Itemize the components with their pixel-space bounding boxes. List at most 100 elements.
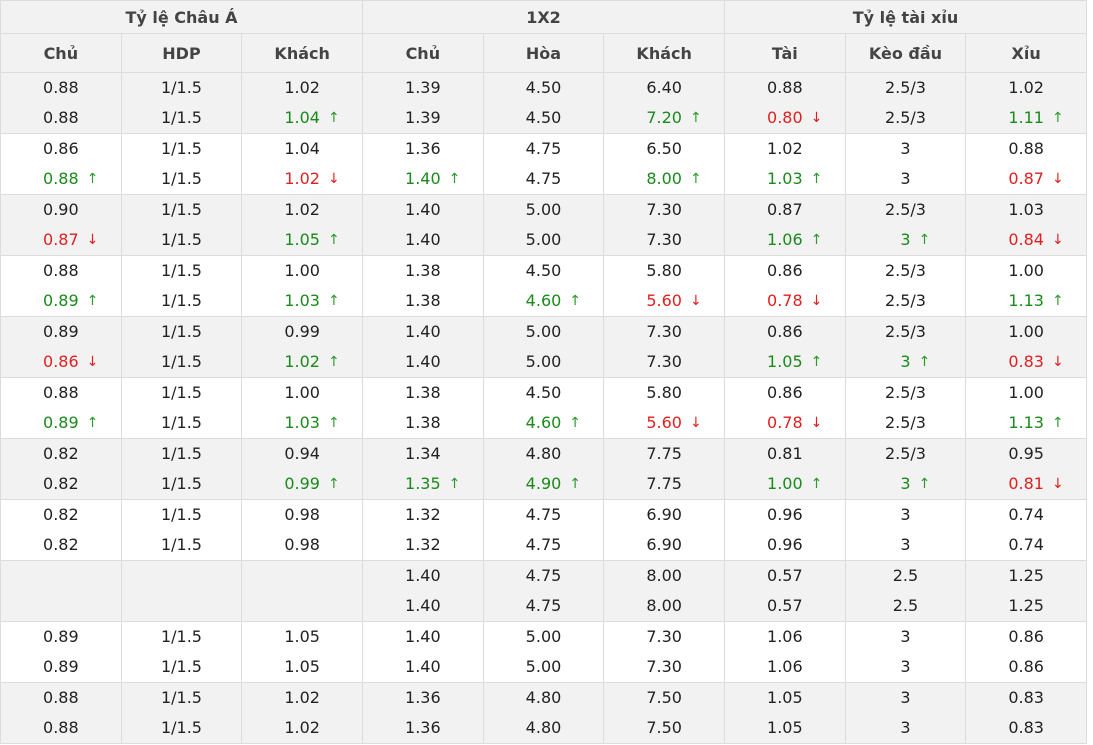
odds-cell: 1.40 1.40	[362, 316, 484, 378]
arrow-up-icon: ↑	[810, 354, 823, 370]
current-odds: 1.06	[725, 652, 844, 682]
odds-value: 1.40	[405, 230, 441, 249]
opening-odds: 7.30	[605, 623, 724, 653]
odds-value: 1/1.5	[160, 291, 202, 310]
opening-odds: 5.00	[484, 318, 603, 348]
current-odds: 4.60 ↑	[484, 286, 603, 316]
odds-cell: 0.90 0.87 ↓	[0, 194, 122, 256]
current-odds: 1/1.5	[122, 286, 241, 316]
current-odds: 8.00	[605, 591, 724, 621]
current-odds: 3	[846, 652, 965, 682]
odds-cell: 1.02 1.04 ↑	[241, 72, 363, 134]
odds-value: 2.5/3	[884, 200, 926, 219]
odds-cell: 1.02 1.11 ↑	[965, 72, 1087, 134]
odds-value: 0.88	[1008, 139, 1044, 158]
odds-cell: 1/1.5 1/1.5	[120, 438, 243, 500]
odds-value: 1/1.5	[160, 444, 202, 463]
odds-cell: 0.88 0.87 ↓	[965, 133, 1087, 195]
odds-value: 1/1.5	[160, 169, 202, 188]
odds-value: 2.5/3	[884, 322, 926, 341]
arrow-up-icon: ↑	[810, 171, 823, 187]
odds-cell: 1/1.5 1/1.5	[120, 621, 243, 683]
odds-value: 1.02	[284, 169, 320, 188]
odds-cell: 6.40 7.20 ↑	[603, 72, 725, 134]
opening-odds: 0.88	[1, 257, 120, 287]
col-header-opening-line: Kèo đầu	[844, 33, 967, 73]
opening-odds: 0.87	[725, 196, 844, 226]
opening-odds: 1.02	[725, 135, 844, 165]
group-over-under: Tỷ lệ tài xỉu	[724, 0, 1087, 34]
odds-value: 0.96	[767, 505, 803, 524]
opening-odds: 3	[846, 684, 965, 714]
opening-odds: 2.5/3	[846, 379, 965, 409]
odds-value: 2.5/3	[884, 108, 926, 127]
odds-cell	[0, 560, 122, 622]
current-odds: 1.03 ↑	[725, 164, 844, 194]
group-1x2: 1X2	[362, 0, 725, 34]
current-odds: 0.88	[1, 103, 120, 133]
odds-value: 4.60	[525, 413, 562, 432]
odds-cell: 2.5/3 3 ↑	[844, 438, 967, 500]
current-odds: 5.00	[484, 347, 603, 377]
odds-value: 4.90	[525, 474, 562, 493]
odds-cell: 1/1.5 1/1.5	[120, 377, 243, 439]
opening-odds: 1/1.5	[122, 196, 241, 226]
odds-cell: 1.03 0.84 ↓	[965, 194, 1087, 256]
opening-odds: 1/1.5	[122, 501, 241, 531]
current-odds: 5.00	[484, 652, 603, 682]
odds-cell: 1.40 1.40	[362, 621, 484, 683]
odds-value: 7.30	[646, 322, 682, 341]
odds-value: 1.02	[284, 352, 320, 371]
odds-cell: 1.40 1.40	[362, 560, 484, 622]
current-odds: 0.87 ↓	[1, 225, 120, 255]
odds-value: 0.80	[767, 108, 803, 127]
table-row: 0.86 0.88 ↑ 1/1.5 1/1.5 1.04 1.02 ↓ 1.36 1.40 ↑ 4.7…	[0, 133, 1087, 195]
odds-cell: 4.80 4.80	[482, 682, 605, 744]
odds-value: 4.75	[525, 535, 562, 554]
odds-value: 1.02	[284, 688, 320, 707]
current-odds: 1.32	[363, 530, 482, 560]
odds-cell: 4.50 4.60 ↑	[482, 377, 605, 439]
odds-value: 8.00	[646, 596, 682, 615]
arrow-up-icon: ↑	[86, 171, 99, 187]
odds-value: 1.00	[1008, 322, 1044, 341]
odds-value: 0.86	[1008, 657, 1044, 676]
opening-odds: 1.00	[967, 318, 1086, 348]
arrow-down-icon: ↓	[810, 110, 823, 126]
current-odds: 5.00	[484, 225, 603, 255]
odds-value: 5.60	[646, 413, 682, 432]
odds-value: 1.02	[1008, 78, 1044, 97]
opening-odds: 0.86	[725, 379, 844, 409]
arrow-up-icon: ↑	[689, 171, 702, 187]
current-odds: 0.57	[725, 591, 844, 621]
odds-value: 1.40	[405, 352, 441, 371]
odds-cell: 1/1.5 1/1.5	[120, 194, 243, 256]
odds-value: 6.50	[646, 139, 682, 158]
odds-value: 3	[900, 352, 911, 371]
current-odds: 0.87 ↓	[967, 164, 1086, 194]
current-odds: 1.38	[363, 408, 482, 438]
arrow-down-icon: ↓	[327, 171, 340, 187]
table-header: Tỷ lệ Châu Á 1X2 Tỷ lệ tài xỉu Chủ HDP K…	[0, 0, 1087, 73]
current-odds: 1.03 ↑	[243, 286, 362, 316]
opening-odds: 0.81	[725, 440, 844, 470]
odds-value: 0.74	[1008, 505, 1044, 524]
odds-value: 4.80	[525, 688, 562, 707]
odds-cell: 1.25 1.25	[965, 560, 1087, 622]
current-odds: 4.90 ↑	[484, 469, 603, 499]
current-odds	[243, 591, 362, 621]
current-odds: 0.78 ↓	[725, 408, 844, 438]
opening-odds: 1.02	[243, 196, 362, 226]
opening-odds: 7.50	[605, 684, 724, 714]
column-header-row: Chủ HDP Khách Chủ Hòa Khách Tài Kèo đầu …	[0, 33, 1087, 73]
odds-value: 0.82	[43, 505, 79, 524]
table-row: 1.40 1.40 4.75 4.75 8.00 8.00 0.57 0.57 2.5 2.5 1.…	[0, 560, 1087, 622]
opening-odds: 1.39	[363, 74, 482, 104]
table-row: 0.90 0.87 ↓ 1/1.5 1/1.5 1.02 1.05 ↑ 1.40 1.40 5.00…	[0, 194, 1087, 256]
current-odds: 4.80	[484, 713, 603, 743]
current-odds: 1/1.5	[122, 164, 241, 194]
current-odds: 1.40	[363, 652, 482, 682]
odds-cell: 0.83 0.83	[965, 682, 1087, 744]
opening-odds: 0.86	[967, 623, 1086, 653]
